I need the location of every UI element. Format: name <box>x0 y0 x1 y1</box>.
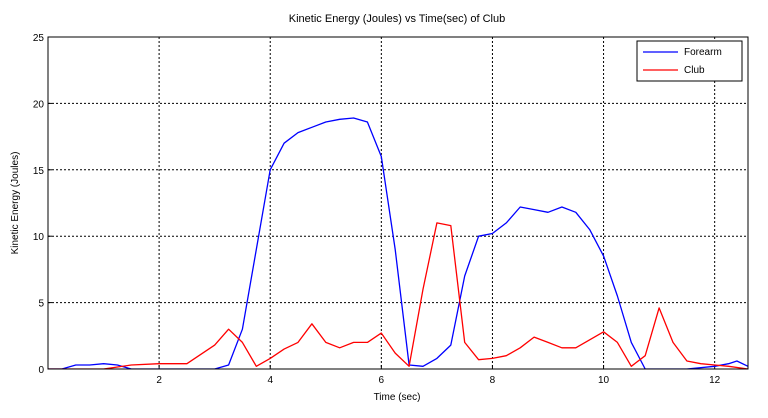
grid <box>48 36 748 369</box>
y-tick-label: 20 <box>33 99 45 110</box>
y-tick-label: 25 <box>33 33 45 44</box>
x-axis-label: Time (sec) <box>374 392 421 403</box>
y-tick-label: 15 <box>33 166 45 177</box>
legend: Forearm Club <box>636 40 743 82</box>
x-tick-label: 10 <box>598 375 610 386</box>
y-tick-label: 0 <box>38 365 44 376</box>
x-tick-label: 4 <box>267 375 273 386</box>
y-tick-label: 10 <box>33 232 45 243</box>
y-tick-label: 5 <box>38 299 44 310</box>
x-tick-label: 6 <box>379 375 385 386</box>
chart-title: Kinetic Energy (Joules) vs Time(sec) of … <box>289 13 505 25</box>
x-tick-label: 2 <box>156 375 162 386</box>
legend-label-forearm: Forearm <box>684 47 722 58</box>
series-line-club <box>48 222 748 369</box>
legend-box <box>636 40 743 82</box>
series-line-forearm <box>48 117 748 369</box>
axis-ticks: 2 4 6 8 10 12 0 5 10 15 20 25 <box>33 33 721 386</box>
x-tick-label: 8 <box>490 375 496 386</box>
x-tick-label: 12 <box>709 375 721 386</box>
legend-label-club: Club <box>684 65 705 76</box>
series-lines <box>48 117 748 369</box>
plot-frame <box>47 36 749 370</box>
y-axis-label: Kinetic Energy (Joules) <box>10 152 21 255</box>
